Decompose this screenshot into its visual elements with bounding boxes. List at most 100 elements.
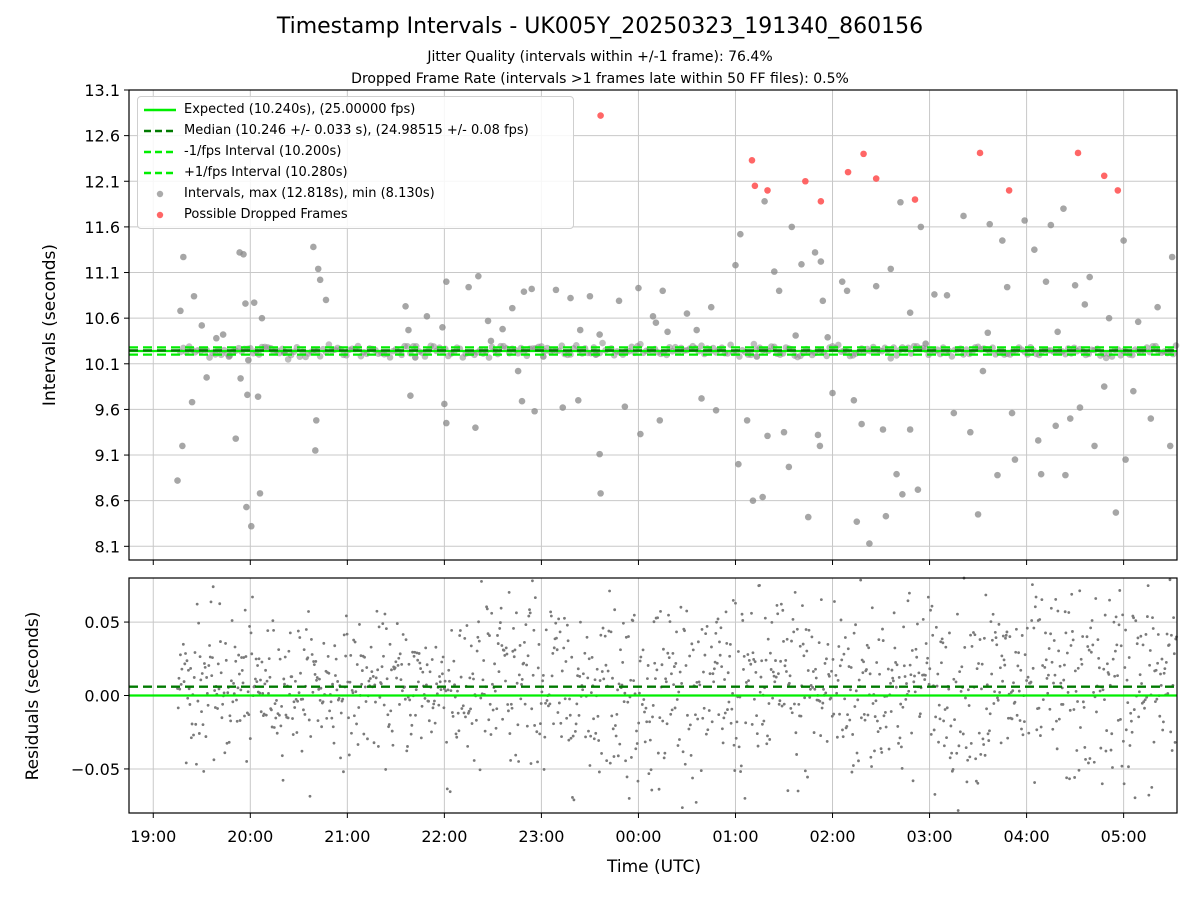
residual-point <box>648 738 652 742</box>
residual-point <box>696 640 700 644</box>
residual-point <box>1126 701 1130 705</box>
residual-point <box>1159 683 1163 687</box>
dropped-frame-point <box>597 112 604 119</box>
residual-point <box>1144 633 1148 636</box>
residual-point <box>1129 719 1133 723</box>
residual-point <box>528 611 532 615</box>
residual-point <box>722 716 726 720</box>
residual-point <box>268 675 272 679</box>
residual-point <box>372 741 376 745</box>
residual-point <box>1076 700 1079 703</box>
residual-point <box>792 630 796 634</box>
residual-point <box>283 682 286 686</box>
residual-point <box>685 609 689 613</box>
residual-point <box>596 714 600 718</box>
residual-point <box>892 679 895 683</box>
residual-point <box>278 713 281 717</box>
residual-point <box>304 628 308 631</box>
residual-point <box>417 652 421 655</box>
residual-point <box>728 642 732 646</box>
residual-point <box>480 579 483 583</box>
residual-point <box>639 655 643 659</box>
interval-point <box>245 356 252 364</box>
residual-point <box>1132 708 1136 711</box>
bottom-y-tick-label: −0.05 <box>71 760 120 779</box>
residual-point <box>321 700 325 704</box>
residual-point <box>217 687 221 691</box>
residual-point <box>353 640 357 644</box>
residual-point <box>556 711 560 714</box>
interval-point <box>441 400 448 408</box>
residual-point <box>818 699 822 703</box>
residual-point <box>634 747 638 751</box>
residual-point <box>310 653 314 656</box>
residual-point <box>1138 673 1142 677</box>
interval-point <box>853 518 861 525</box>
chart-title: Timestamp Intervals - UK005Y_20250323_19… <box>276 14 924 39</box>
residual-point <box>284 713 288 717</box>
residual-point <box>523 640 526 644</box>
residual-point <box>469 707 472 711</box>
residual-point <box>1025 679 1028 682</box>
residual-point <box>972 631 975 634</box>
residual-point <box>678 670 682 674</box>
residual-point <box>1096 638 1100 642</box>
residual-point <box>545 699 549 702</box>
residual-point <box>557 617 561 621</box>
interval-point <box>402 302 409 310</box>
residual-point <box>260 660 264 664</box>
residual-point <box>555 636 558 640</box>
residual-point <box>1035 728 1039 732</box>
residual-point <box>259 710 263 714</box>
residual-point <box>910 731 914 735</box>
residual-point <box>210 674 214 678</box>
residual-point <box>202 769 206 773</box>
residual-point <box>879 747 883 751</box>
chart-subtitle-dropped: Dropped Frame Rate (intervals >1 frames … <box>351 71 849 87</box>
interval-point <box>244 391 251 399</box>
residual-point <box>996 698 1000 702</box>
residual-point <box>772 674 776 678</box>
residual-point <box>565 623 569 627</box>
residual-point <box>211 585 215 589</box>
interval-point <box>698 395 705 402</box>
residual-point <box>541 679 545 683</box>
residual-point <box>711 672 715 676</box>
residual-point <box>670 672 673 676</box>
residual-point <box>811 670 815 673</box>
residual-point <box>520 678 524 681</box>
dropped-frame-point <box>748 156 756 164</box>
residual-point <box>782 702 786 706</box>
interval-point <box>1081 301 1089 308</box>
residual-point <box>725 641 729 645</box>
interval-point-band <box>1062 350 1069 358</box>
residual-point <box>195 602 199 606</box>
residual-point <box>974 757 978 761</box>
interval-point <box>475 272 482 280</box>
residual-point <box>393 666 397 670</box>
residual-point <box>376 668 380 672</box>
residual-point <box>568 697 571 701</box>
interval-point <box>879 426 887 433</box>
residual-point <box>1030 619 1034 622</box>
residual-point <box>251 595 254 599</box>
residual-point <box>183 662 187 666</box>
residual-point <box>851 733 855 736</box>
residual-point <box>1081 700 1085 704</box>
residual-point <box>308 794 312 798</box>
residual-point <box>624 635 628 639</box>
residual-point <box>409 732 413 736</box>
residual-point <box>1170 633 1173 637</box>
residual-point <box>1058 664 1062 668</box>
residual-point <box>1154 700 1157 704</box>
residual-point <box>419 736 423 740</box>
residual-point <box>1112 620 1116 624</box>
residual-point <box>684 664 688 667</box>
residual-point <box>571 796 574 799</box>
residual-point <box>776 612 780 616</box>
residual-point <box>1155 697 1159 701</box>
residual-point <box>875 719 879 723</box>
residual-point <box>360 682 364 686</box>
bottom-axes: 19:00 20:00 21:00 22:00 23:00 00:00 01:00 02:00… <box>71 577 1178 846</box>
residual-point <box>755 714 758 717</box>
